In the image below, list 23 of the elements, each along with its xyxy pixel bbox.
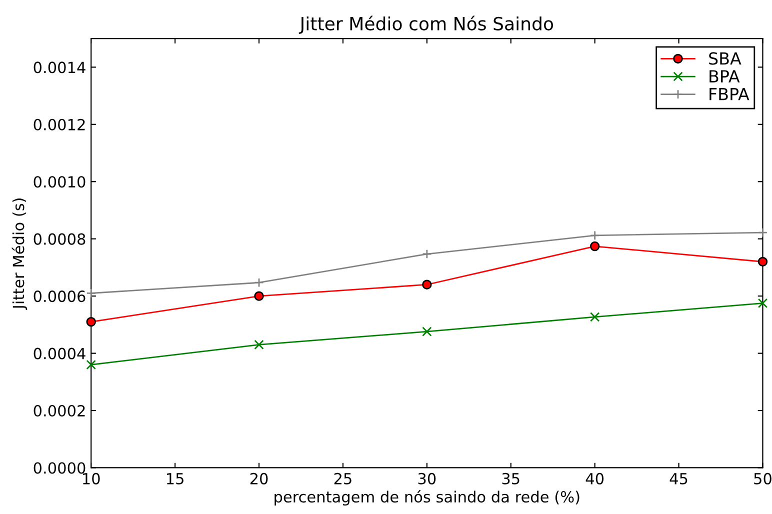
x-tick-label: 15 (167, 473, 184, 484)
y-tick-label: 0.0008 (34, 233, 86, 245)
x-tick-label: 45 (670, 473, 688, 484)
legend-label: FBPA (710, 88, 750, 100)
x-axis-title: percentagem de nós saindo da rede (%) (274, 490, 580, 506)
x-tick-label: 25 (334, 472, 352, 484)
y-tick-label: 0.0002 (34, 404, 85, 417)
y-tick-label: 0.0006 (34, 290, 86, 302)
y-tick-label: 0.0012 (34, 118, 85, 130)
chart-title: Jitter Médio com Nós Saindo (298, 16, 554, 34)
legend-label: BPA (710, 70, 740, 82)
x-tick-label: 30 (418, 472, 436, 484)
y-tick-label: 0.0004 (34, 348, 86, 360)
x-tick-label: 10 (83, 472, 100, 484)
x-tick-label: 40 (586, 472, 604, 484)
y-tick-label: 0.0000 (34, 462, 86, 474)
y-tick-label: 0.0010 (34, 176, 86, 188)
x-tick-label: 50 (754, 472, 772, 484)
x-tick-label: 20 (250, 472, 268, 484)
x-tick-label: 35 (502, 472, 520, 484)
y-tick-label: 0.0014 (34, 62, 86, 74)
legend-label: SBA (709, 52, 742, 65)
y-axis-title: Jitter Médio (s) (12, 198, 28, 310)
